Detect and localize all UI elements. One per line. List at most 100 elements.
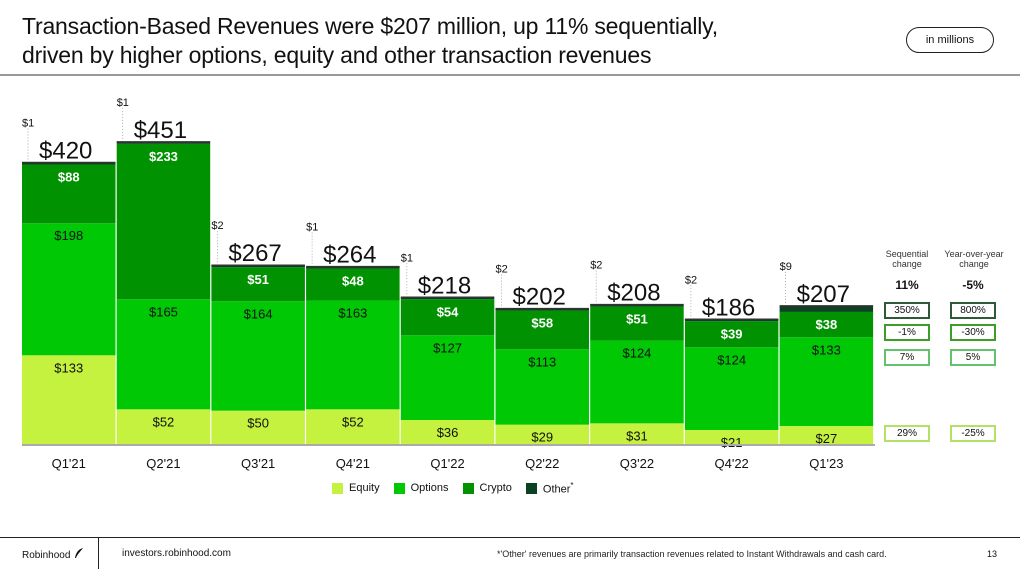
yoy-change-other: 800% — [950, 302, 996, 319]
data-label-crypto: $39 — [721, 326, 743, 341]
bar-segment-options — [116, 299, 211, 410]
footer-vertical-divider — [98, 537, 99, 569]
legend-item-other: Other* — [525, 481, 574, 496]
legend-swatch-other — [525, 482, 537, 494]
legend-label-other: Other* — [543, 481, 574, 496]
total-label: $218 — [418, 272, 471, 299]
data-label-other: $1 — [306, 222, 318, 234]
investor-site-link[interactable]: investors.robinhood.com — [122, 548, 231, 559]
bar-segment-crypto — [211, 267, 305, 302]
sequential-header-line2: change — [892, 259, 922, 269]
legend-label-options: Options — [410, 482, 449, 495]
sequential-change-header: Sequential change — [876, 249, 938, 269]
data-label-options: $165 — [149, 304, 178, 319]
legend-label-other-text: Other — [542, 483, 571, 496]
data-label-other: $1 — [401, 252, 413, 264]
total-label: $267 — [228, 240, 281, 267]
footnote-marker: * — [570, 481, 574, 490]
bar-segment-equity — [22, 355, 116, 444]
bar-segment-crypto — [590, 306, 684, 341]
bar-segment-other — [684, 319, 779, 322]
data-label-crypto: $54 — [437, 304, 459, 319]
bar-segment-equity — [306, 409, 400, 444]
bar-segment-options — [22, 223, 116, 356]
sequential-change-crypto: -1% — [884, 324, 930, 341]
total-label: $207 — [797, 281, 850, 308]
x-tick-label: Q3'21 — [241, 456, 275, 471]
data-label-crypto: $38 — [815, 317, 837, 332]
yoy-total-change: -5% — [962, 278, 984, 292]
bar-segment-crypto — [400, 299, 495, 336]
feather-icon — [74, 548, 84, 562]
bar-segment-other — [400, 297, 495, 300]
data-label-crypto: $88 — [58, 170, 80, 185]
data-label-equity: $21 — [721, 435, 743, 450]
bar-segment-options — [495, 349, 589, 425]
legend-swatch-options — [393, 482, 405, 494]
bar-segment-crypto — [495, 310, 589, 350]
data-label-equity: $31 — [626, 428, 648, 443]
bar-segment-other — [590, 304, 684, 307]
data-label-options: $113 — [528, 354, 556, 369]
data-label-equity: $27 — [815, 431, 837, 446]
bar-segment-other — [22, 162, 116, 165]
sequential-total-change: 11% — [895, 278, 919, 292]
sequential-header-line1: Sequential — [885, 249, 929, 259]
title-line-1: Transaction-Based Revenues were $207 mil… — [22, 13, 718, 39]
bar-segment-other — [211, 265, 305, 268]
bar-segment-options — [684, 347, 779, 430]
total-label: $451 — [134, 117, 187, 144]
data-label-other: $2 — [685, 274, 697, 286]
data-label-options: $198 — [54, 228, 83, 243]
data-label-options: $127 — [433, 340, 462, 355]
data-label-crypto: $51 — [247, 272, 269, 287]
data-label-other: $2 — [496, 264, 508, 276]
x-tick-label: Q2'22 — [525, 456, 559, 471]
data-label-other: $2 — [211, 220, 223, 232]
bar-segment-equity — [400, 419, 495, 444]
data-label-equity: $50 — [247, 416, 269, 431]
x-tick-label: Q4'22 — [715, 456, 749, 471]
data-label-other: $2 — [590, 260, 602, 272]
data-label-other: $9 — [780, 261, 792, 273]
bar-segment-equity — [779, 425, 874, 444]
bar-segment-options — [211, 301, 305, 411]
bar-segment-equity — [495, 424, 589, 444]
header-divider — [0, 74, 1020, 76]
data-label-equity: $52 — [153, 414, 175, 429]
legend-swatch-crypto — [462, 482, 474, 494]
legend-item-options: Options — [393, 482, 449, 495]
bar-segment-crypto — [306, 268, 400, 301]
data-label-options: $124 — [717, 352, 746, 367]
x-tick-label: Q2'21 — [146, 456, 180, 471]
yoy-change-equity: -25% — [950, 425, 996, 442]
chart-legend: Equity Options Crypto Other* — [332, 481, 574, 496]
sequential-change-equity: 29% — [884, 425, 930, 442]
data-label-options: $163 — [338, 306, 367, 321]
brand-name: Robinhood — [22, 549, 71, 561]
bar-segment-equity — [590, 423, 684, 444]
title-line-2: driven by higher options, equity and oth… — [22, 42, 652, 68]
yoy-change-options: 5% — [950, 349, 996, 366]
bar-segment-crypto — [116, 143, 211, 300]
legend-swatch-equity — [332, 482, 343, 494]
bar-segment-crypto — [22, 164, 116, 224]
page-title: Transaction-Based Revenues were $207 mil… — [22, 12, 718, 70]
x-tick-label: Q1'22 — [430, 456, 464, 471]
data-label-equity: $36 — [437, 425, 459, 440]
total-label: $186 — [702, 294, 755, 321]
x-tick-label: Q1'23 — [809, 456, 843, 471]
data-label-crypto: $58 — [531, 316, 553, 331]
legend-label-equity: Equity — [349, 482, 380, 495]
x-tick-label: Q4'21 — [336, 456, 370, 471]
data-label-equity: $29 — [531, 430, 553, 445]
bar-segment-crypto — [779, 311, 874, 338]
yoy-header-line1: Year-over-year — [944, 249, 1004, 259]
data-label-equity: $52 — [342, 414, 364, 429]
footnote: *'Other' revenues are primarily transact… — [497, 549, 887, 559]
x-tick-label: Q1'21 — [52, 456, 86, 471]
yoy-change-crypto: -30% — [950, 324, 996, 341]
bar-segment-options — [306, 300, 400, 410]
bar-segment-options — [400, 335, 495, 420]
bar-segment-options — [779, 337, 874, 426]
